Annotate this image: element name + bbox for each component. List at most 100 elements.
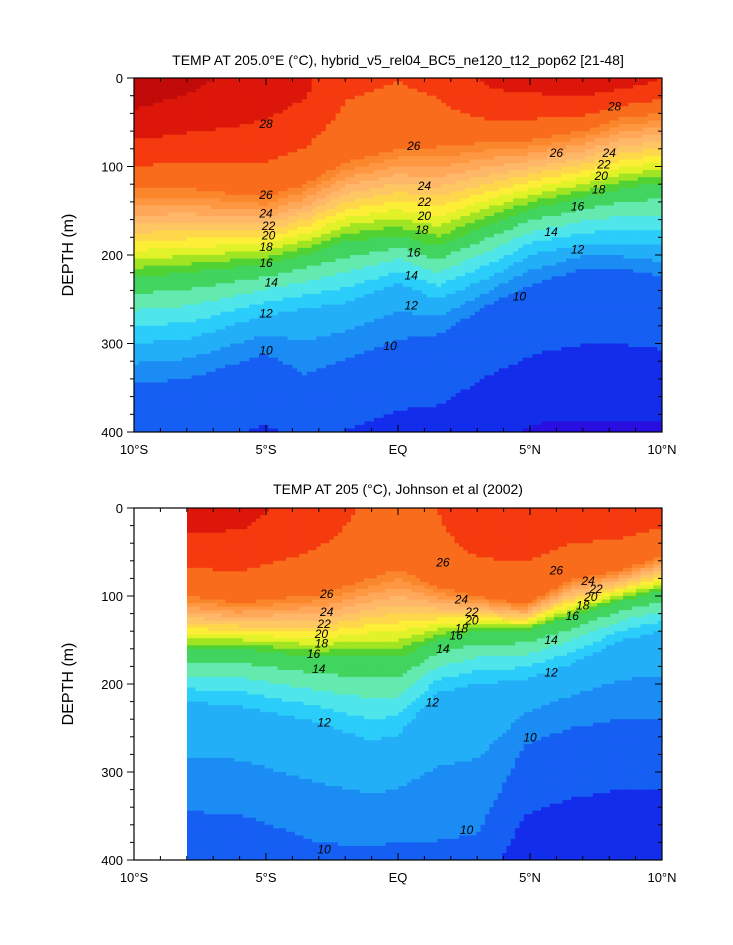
temperature-cell bbox=[206, 396, 212, 401]
temperature-cell bbox=[230, 177, 236, 182]
temperature-cell bbox=[345, 127, 351, 132]
temperature-cell bbox=[258, 301, 265, 306]
temperature-cell bbox=[282, 343, 289, 348]
temperature-cell bbox=[138, 272, 145, 277]
temperature-cell bbox=[268, 407, 274, 412]
temperature-cell bbox=[230, 78, 236, 83]
temperature-cell bbox=[321, 279, 327, 284]
temperature-cell bbox=[321, 350, 327, 355]
temperature-cell bbox=[273, 212, 279, 217]
temperature-cell bbox=[350, 393, 356, 398]
temperature-cell bbox=[220, 382, 226, 387]
temperature-cell bbox=[311, 127, 317, 132]
temperature-cell bbox=[215, 343, 221, 348]
temperature-cell bbox=[191, 208, 197, 214]
temperature-cell bbox=[172, 219, 178, 224]
temperature-cell bbox=[167, 102, 173, 107]
temperature-cell bbox=[153, 106, 159, 111]
temperature-cell bbox=[244, 205, 250, 210]
temperature-cell bbox=[297, 247, 303, 253]
temperature-cell bbox=[345, 155, 351, 161]
temperature-cell bbox=[316, 120, 322, 125]
temperature-cell bbox=[330, 237, 337, 242]
temperature-cell bbox=[263, 410, 269, 415]
temperature-cell bbox=[345, 311, 351, 316]
temperature-cell bbox=[321, 396, 327, 401]
temperature-cell bbox=[158, 134, 164, 139]
temperature-cell bbox=[249, 212, 255, 217]
temperature-cell bbox=[143, 368, 149, 373]
temperature-cell bbox=[297, 240, 303, 245]
temperature-cell bbox=[302, 308, 308, 313]
temperature-cell bbox=[153, 279, 159, 284]
temperature-cell bbox=[292, 184, 298, 189]
temperature-cell bbox=[297, 170, 303, 175]
temperature-cell bbox=[162, 134, 169, 139]
temperature-cell bbox=[206, 191, 212, 196]
temperature-cell bbox=[268, 371, 274, 376]
temperature-cell bbox=[234, 293, 241, 299]
temperature-cell bbox=[340, 265, 346, 270]
temperature-cell bbox=[153, 184, 159, 189]
temperature-cell bbox=[153, 187, 159, 192]
temperature-cell bbox=[162, 173, 169, 178]
temperature-cell bbox=[249, 382, 255, 387]
temperature-cell bbox=[273, 166, 279, 171]
temperature-cell bbox=[167, 255, 173, 260]
temperature-cell bbox=[311, 124, 317, 129]
temperature-cell bbox=[354, 184, 361, 189]
temperature-cell bbox=[287, 343, 293, 348]
temperature-cell bbox=[345, 336, 351, 341]
temperature-cell bbox=[326, 371, 332, 376]
temperature-cell bbox=[153, 159, 159, 164]
temperature-cell bbox=[167, 279, 173, 284]
temperature-cell bbox=[162, 389, 169, 394]
temperature-cell bbox=[292, 325, 298, 330]
temperature-cell bbox=[225, 283, 231, 288]
temperature-cell bbox=[350, 283, 356, 288]
temperature-cell bbox=[167, 311, 173, 316]
temperature-cell bbox=[278, 240, 284, 245]
temperature-cell bbox=[311, 99, 317, 104]
temperature-cell bbox=[326, 247, 332, 253]
temperature-cell bbox=[302, 173, 308, 178]
temperature-cell bbox=[167, 81, 173, 86]
temperature-cell bbox=[172, 325, 178, 330]
temperature-cell bbox=[201, 354, 207, 359]
temperature-cell bbox=[244, 322, 250, 327]
temperature-cell bbox=[249, 148, 255, 153]
temperature-cell bbox=[201, 148, 207, 153]
temperature-cell bbox=[230, 269, 236, 274]
temperature-cell bbox=[369, 106, 375, 111]
temperature-cell bbox=[316, 382, 322, 387]
temperature-cell bbox=[230, 247, 236, 253]
temperature-cell bbox=[369, 230, 375, 235]
temperature-cell bbox=[268, 173, 274, 178]
temperature-cell bbox=[287, 212, 293, 217]
temperature-cell bbox=[158, 339, 164, 345]
temperature-cell bbox=[134, 357, 140, 362]
temperature-cell bbox=[225, 301, 231, 306]
temperature-cell bbox=[364, 216, 370, 221]
temperature-cell bbox=[201, 127, 207, 132]
temperature-cell bbox=[354, 233, 361, 238]
temperature-cell bbox=[143, 269, 149, 274]
temperature-cell bbox=[278, 109, 284, 114]
temperature-cell bbox=[182, 414, 188, 419]
temperature-cell bbox=[330, 109, 337, 114]
temperature-cell bbox=[230, 124, 236, 129]
temperature-cell bbox=[321, 332, 327, 338]
temperature-cell bbox=[321, 276, 327, 281]
temperature-cell bbox=[335, 357, 341, 362]
temperature-cell bbox=[249, 393, 255, 398]
temperature-cell bbox=[254, 272, 260, 277]
temperature-cell bbox=[340, 226, 346, 231]
temperature-cell bbox=[210, 325, 217, 330]
temperature-cell bbox=[153, 155, 159, 161]
temperature-cell bbox=[273, 318, 279, 323]
temperature-cell bbox=[225, 258, 231, 263]
temperature-cell bbox=[297, 421, 303, 426]
temperature-cell bbox=[196, 251, 202, 256]
temperature-cell bbox=[340, 141, 346, 146]
temperature-cell bbox=[182, 403, 188, 408]
